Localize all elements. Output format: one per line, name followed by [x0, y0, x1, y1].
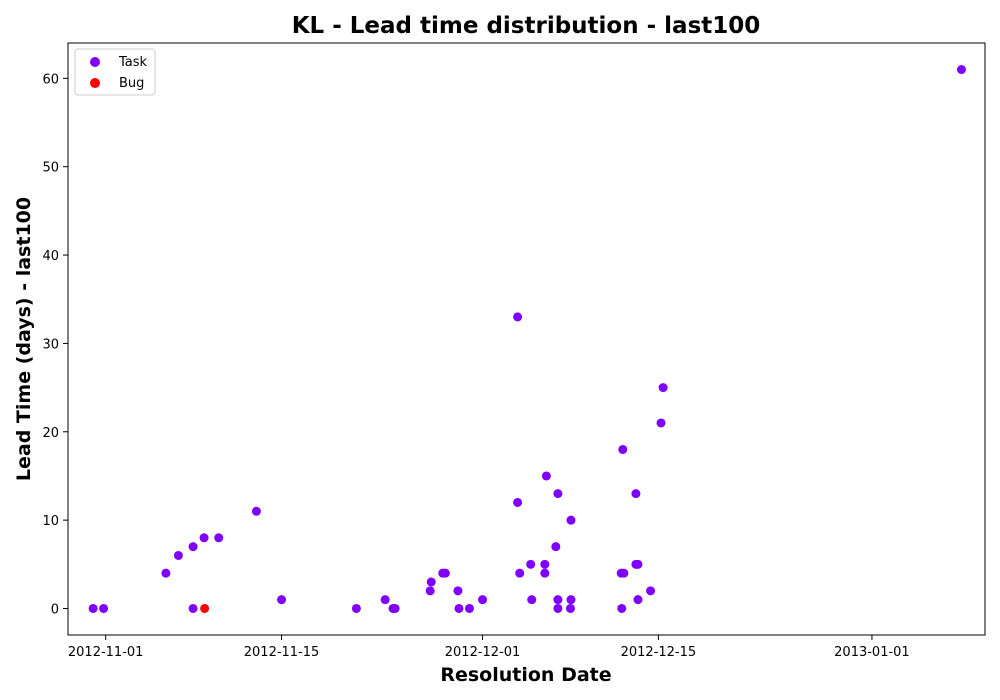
task-point: [515, 568, 525, 578]
task-point: [646, 586, 656, 596]
task-point: [380, 595, 390, 605]
task-point: [251, 506, 261, 516]
task-point: [88, 603, 98, 613]
task-point: [618, 444, 628, 454]
x-tick-label: 2012-12-15: [621, 645, 697, 660]
task-point: [173, 550, 183, 560]
plot-background: [68, 43, 985, 635]
task-point: [390, 603, 400, 613]
y-tick-label: 10: [42, 514, 59, 529]
y-tick-label: 30: [42, 337, 59, 352]
x-tick-label: 2012-12-01: [445, 645, 521, 660]
plot-frame: [67, 42, 986, 636]
legend-marker-bug: [90, 78, 100, 88]
data-points: [88, 65, 966, 613]
legend-label-task: Task: [118, 55, 148, 70]
task-point: [956, 65, 966, 75]
x-axis-label: Resolution Date: [440, 664, 611, 686]
legend-label-bug: Bug: [119, 76, 144, 91]
y-tick-label: 60: [42, 72, 59, 87]
task-point: [565, 603, 575, 613]
task-point: [188, 603, 198, 613]
task-point: [527, 595, 537, 605]
task-point: [513, 312, 523, 322]
task-point: [540, 559, 550, 569]
task-point: [513, 497, 523, 507]
task-point: [464, 603, 474, 613]
y-tick-label: 20: [42, 426, 59, 441]
task-point: [553, 595, 563, 605]
task-point: [658, 383, 668, 393]
task-point: [426, 577, 436, 587]
task-point: [566, 595, 576, 605]
x-tick-label: 2012-11-15: [244, 645, 320, 660]
y-tick-label: 40: [42, 249, 59, 264]
legend-marker-task: [90, 57, 100, 67]
task-point: [277, 595, 287, 605]
plot-area: [67, 42, 986, 636]
task-point: [553, 603, 563, 613]
task-point: [566, 515, 576, 525]
task-point: [214, 533, 224, 543]
x-tick-label: 2012-11-01: [68, 645, 144, 660]
task-point: [440, 568, 450, 578]
y-tick-label: 50: [42, 161, 59, 176]
task-point: [656, 418, 666, 428]
task-point: [99, 603, 109, 613]
task-point: [453, 586, 463, 596]
task-point: [617, 603, 627, 613]
task-point: [541, 471, 551, 481]
y-axis-ticks: 0 10 20 30 40 50 60: [42, 72, 68, 617]
task-point: [425, 586, 435, 596]
task-point: [199, 533, 209, 543]
task-point: [351, 603, 361, 613]
legend: Task Bug: [74, 48, 156, 96]
chart-title: KL - Lead time distribution - last100: [292, 13, 761, 39]
task-point: [454, 603, 464, 613]
task-point: [553, 489, 563, 499]
y-axis-label: Lead Time (days) - last100: [13, 197, 35, 481]
x-tick-label: 2013-01-01: [834, 645, 910, 660]
task-point: [188, 542, 198, 552]
task-point: [631, 489, 641, 499]
task-point: [633, 595, 643, 605]
task-point: [619, 568, 629, 578]
task-point: [551, 542, 561, 552]
bug-point: [200, 603, 210, 613]
task-point: [161, 568, 171, 578]
task-point: [633, 559, 643, 569]
x-axis-ticks: 2012-11-01 2012-11-15 2012-12-01 2012-12-15…: [68, 635, 910, 660]
task-point: [478, 595, 488, 605]
task-point: [526, 559, 536, 569]
y-tick-label: 0: [51, 602, 59, 617]
task-point: [540, 568, 550, 578]
